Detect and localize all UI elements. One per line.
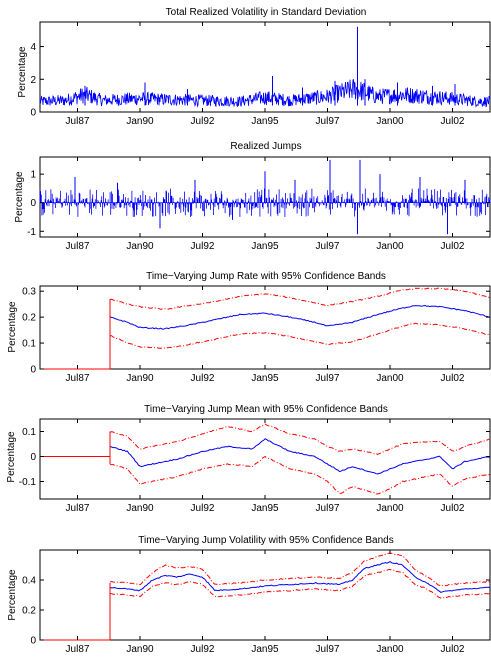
y-tick-label: 0.4 bbox=[22, 576, 36, 587]
x-tick-label: Jul87 bbox=[66, 373, 90, 384]
x-tick-label: Jul92 bbox=[191, 503, 215, 514]
y-axis-label: Percentage bbox=[17, 46, 28, 98]
series-line bbox=[39, 188, 491, 217]
y-axis-ticks: -1 0 1 bbox=[27, 170, 490, 238]
x-tick-label: Jan00 bbox=[376, 503, 404, 514]
y-tick-label: 0.2 bbox=[22, 606, 36, 617]
panel-total-volatility: Total Realized Volatility in Standard De… bbox=[17, 7, 491, 127]
y-tick-label: 0.2 bbox=[22, 313, 36, 324]
panel-jump-rate: Time−Varying Jump Rate with 95% Confiden… bbox=[7, 271, 491, 384]
x-tick-label: Jul97 bbox=[316, 373, 340, 384]
x-tick-label: Jul02 bbox=[441, 116, 465, 127]
x-axis-ticks: Jul87 Jan90 Jul92 Jan95 Jul97 Jan00 Jul02 bbox=[66, 157, 465, 252]
x-tick-label: Jan00 bbox=[376, 116, 404, 127]
series-line bbox=[109, 561, 491, 593]
y-tick-label: 2 bbox=[30, 75, 36, 86]
x-tick-label: Jan95 bbox=[251, 241, 279, 252]
x-tick-label: Jul92 bbox=[191, 373, 215, 384]
x-tick-label: Jan00 bbox=[376, 373, 404, 384]
y-axis-label: Percentage bbox=[6, 431, 17, 483]
series-layer bbox=[40, 287, 491, 370]
x-tick-label: Jan90 bbox=[126, 241, 154, 252]
y-tick-label: 4 bbox=[30, 42, 36, 53]
y-axis-label: Percentage bbox=[7, 301, 18, 353]
panel-jump-volatility: Time−Varying Jump Volatility with 95% Co… bbox=[7, 535, 491, 655]
x-tick-label: Jan00 bbox=[376, 241, 404, 252]
plot-frame bbox=[39, 549, 491, 641]
plot-frame bbox=[39, 285, 491, 370]
x-tick-label: Jul87 bbox=[66, 644, 90, 655]
y-tick-label: 0 bbox=[30, 198, 36, 209]
x-tick-label: Jan95 bbox=[251, 644, 279, 655]
series-layer bbox=[40, 552, 491, 641]
y-tick-label: 0 bbox=[30, 108, 36, 119]
plot-frame bbox=[39, 418, 491, 500]
y-tick-label: 0.3 bbox=[22, 287, 36, 298]
x-tick-label: Jul92 bbox=[191, 116, 215, 127]
x-tick-label: Jul92 bbox=[191, 644, 215, 655]
x-tick-label: Jan90 bbox=[126, 503, 154, 514]
series-layer bbox=[39, 159, 491, 235]
panel-title: Time−Varying Jump Mean with 95% Confiden… bbox=[144, 404, 388, 415]
x-tick-label: Jul92 bbox=[191, 241, 215, 252]
confidence-band-line bbox=[109, 287, 491, 310]
x-tick-label: Jul97 bbox=[316, 503, 340, 514]
panel-title: Total Realized Volatility in Standard De… bbox=[166, 7, 367, 18]
series-layer bbox=[39, 26, 491, 108]
panel-title: Realized Jumps bbox=[230, 141, 301, 152]
x-tick-label: Jan90 bbox=[126, 373, 154, 384]
x-axis-ticks: Jul87 Jan90 Jul92 Jan95 Jul97 Jan00 Jul02 bbox=[66, 286, 465, 384]
panel-title: Time−Varying Jump Volatility with 95% Co… bbox=[138, 535, 393, 546]
x-tick-label: Jul02 bbox=[441, 373, 465, 384]
y-axis-ticks: -0.1 0 0.1 bbox=[19, 427, 490, 488]
confidence-band-line bbox=[109, 552, 491, 587]
x-tick-label: Jul02 bbox=[441, 503, 465, 514]
y-axis-label: Percentage bbox=[7, 569, 18, 621]
y-axis-ticks: 0 0.1 0.2 0.3 bbox=[22, 287, 490, 376]
x-tick-label: Jan00 bbox=[376, 644, 404, 655]
y-tick-label: 0 bbox=[30, 452, 36, 463]
x-tick-label: Jul87 bbox=[66, 241, 90, 252]
y-tick-label: -1 bbox=[27, 227, 36, 238]
x-tick-label: Jan90 bbox=[126, 116, 154, 127]
x-tick-label: Jul02 bbox=[441, 644, 465, 655]
confidence-band-line bbox=[110, 322, 491, 349]
x-tick-label: Jul97 bbox=[316, 644, 340, 655]
series-line bbox=[109, 304, 491, 330]
y-axis-ticks: 0 0.2 0.4 bbox=[22, 576, 490, 647]
y-tick-label: 1 bbox=[30, 170, 36, 181]
x-tick-label: Jul97 bbox=[316, 116, 340, 127]
panel-realized-jumps: Realized Jumps Percentage Jul87 Jan90 Jul9… bbox=[14, 141, 491, 252]
y-tick-label: 0.1 bbox=[22, 427, 36, 438]
y-tick-label: -0.1 bbox=[19, 477, 37, 488]
series-line bbox=[109, 438, 491, 475]
y-axis-ticks: 0 2 4 bbox=[30, 42, 490, 119]
x-tick-label: Jan95 bbox=[251, 503, 279, 514]
series-line bbox=[39, 78, 491, 108]
x-tick-label: Jan90 bbox=[126, 644, 154, 655]
x-tick-label: Jan95 bbox=[251, 116, 279, 127]
panel-title: Time−Varying Jump Rate with 95% Confiden… bbox=[146, 271, 386, 282]
y-axis-label: Percentage bbox=[14, 171, 25, 223]
panel-jump-mean: Time−Varying Jump Mean with 95% Confiden… bbox=[6, 404, 491, 514]
x-tick-label: Jul87 bbox=[66, 503, 90, 514]
confidence-band-line bbox=[109, 569, 490, 599]
y-tick-label: 0 bbox=[30, 636, 36, 647]
x-tick-label: Jan95 bbox=[251, 373, 279, 384]
x-axis-ticks: Jul87 Jan90 Jul92 Jan95 Jul97 Jan00 Jul02 bbox=[66, 550, 465, 655]
y-tick-label: 0.1 bbox=[22, 339, 36, 350]
confidence-band-line bbox=[109, 423, 491, 455]
x-axis-ticks: Jul87 Jan90 Jul92 Jan95 Jul97 Jan00 Jul02 bbox=[66, 419, 465, 514]
y-tick-label: 0 bbox=[30, 365, 36, 376]
x-axis-ticks: Jul87 Jan90 Jul92 Jan95 Jul97 Jan00 Jul02 bbox=[66, 22, 465, 127]
x-tick-label: Jul97 bbox=[316, 241, 340, 252]
x-tick-label: Jul02 bbox=[441, 241, 465, 252]
series-layer bbox=[40, 423, 491, 495]
confidence-band-line bbox=[109, 455, 491, 495]
x-tick-label: Jul87 bbox=[66, 116, 90, 127]
